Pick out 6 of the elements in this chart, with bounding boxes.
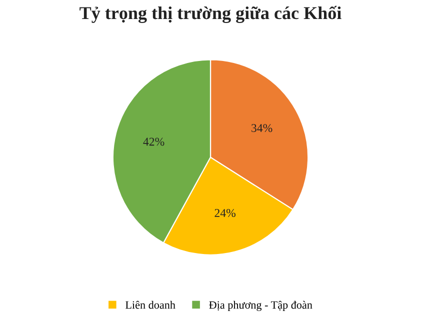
data-label: 24% [214,208,236,217]
data-label: 34% [252,124,272,132]
data-label: 42% [143,138,164,146]
legend-label: Liên doanh [126,300,176,309]
chart-title: Tỷ trọng thị trường giữa các Khối [80,6,342,24]
legend-label: Địa phương - Tập đoàn [209,300,312,311]
